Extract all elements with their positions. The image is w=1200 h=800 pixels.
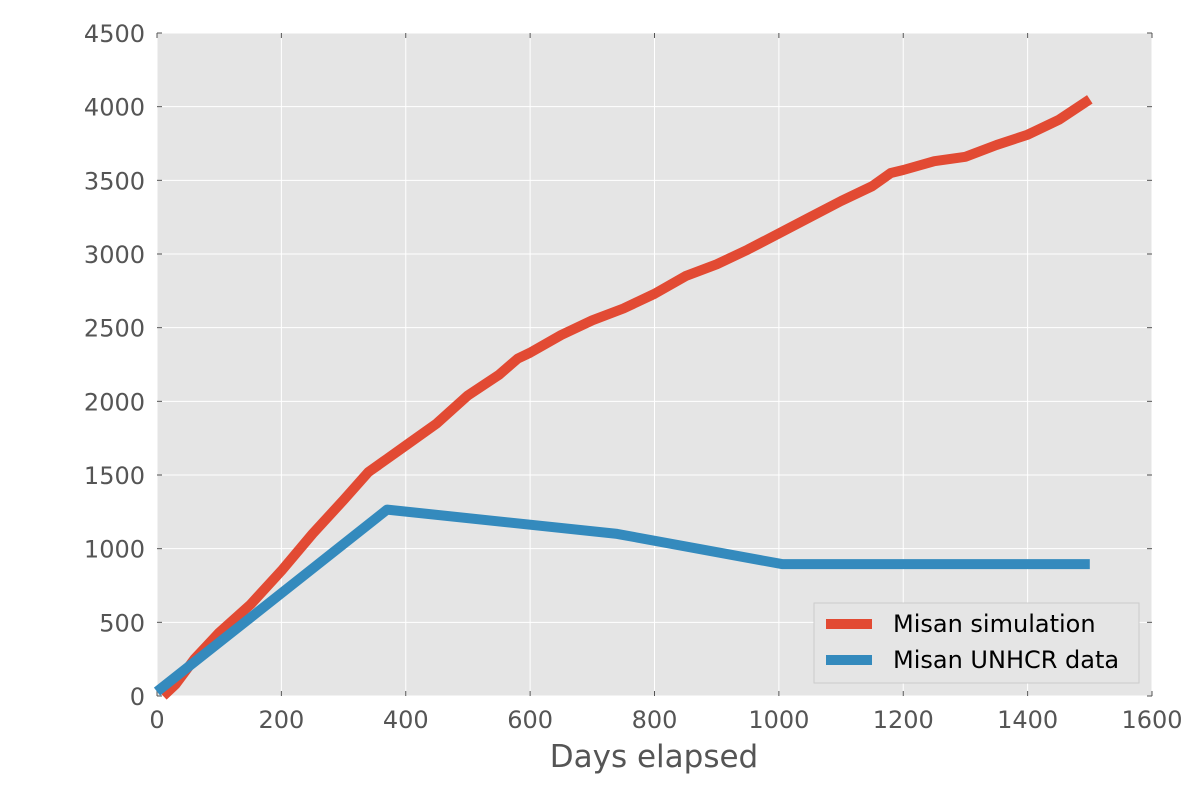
y-tick-label: 3500 xyxy=(84,167,145,195)
x-tick-label: 600 xyxy=(507,706,553,734)
y-tick-label: 2500 xyxy=(84,315,145,343)
legend: Misan simulation Misan UNHCR data xyxy=(813,602,1140,684)
x-tick-label: 800 xyxy=(632,706,678,734)
x-tick-label: 1000 xyxy=(748,706,809,734)
x-tick-label: 1200 xyxy=(873,706,934,734)
y-tick-labels: 0 500 1000 1500 2000 2500 3000 3500 4000 4500 xyxy=(84,20,145,711)
tick-marks xyxy=(156,32,1153,697)
y-tick-label: 4500 xyxy=(84,20,145,48)
y-tick-label: 1500 xyxy=(84,462,145,490)
x-tick-label: 1600 xyxy=(1121,706,1182,734)
series-line-1 xyxy=(153,504,1090,696)
y-tick-label: 500 xyxy=(99,609,145,637)
legend-label-misan-unhcr-data: Misan UNHCR data xyxy=(893,646,1119,674)
x-tick-label: 200 xyxy=(258,706,304,734)
x-tick-labels: 0 200 400 600 800 1000 1200 1400 1600 xyxy=(149,706,1182,734)
x-tick-label: 1400 xyxy=(997,706,1058,734)
series-lines xyxy=(153,95,1093,700)
y-tick-label: 4000 xyxy=(84,94,145,122)
legend-box xyxy=(813,602,1140,684)
x-tick-label: 0 xyxy=(149,706,164,734)
legend-label-misan-simulation: Misan simulation xyxy=(893,610,1096,638)
y-tick-label: 0 xyxy=(130,683,145,711)
y-tick-label: 2000 xyxy=(84,388,145,416)
series-line-0 xyxy=(159,95,1093,700)
x-axis-title: Days elapsed xyxy=(550,739,758,775)
x-tick-label: 400 xyxy=(383,706,429,734)
y-tick-label: 3000 xyxy=(84,241,145,269)
y-tick-label: 1000 xyxy=(84,536,145,564)
